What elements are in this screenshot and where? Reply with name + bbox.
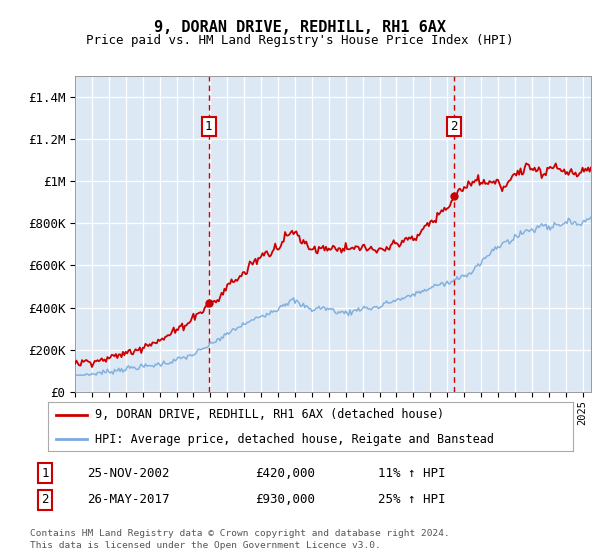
Text: 2: 2 — [450, 120, 458, 133]
Text: 1: 1 — [205, 120, 212, 133]
Text: 25% ↑ HPI: 25% ↑ HPI — [378, 493, 445, 506]
Text: 9, DORAN DRIVE, REDHILL, RH1 6AX (detached house): 9, DORAN DRIVE, REDHILL, RH1 6AX (detach… — [95, 408, 445, 421]
Text: £420,000: £420,000 — [255, 466, 315, 480]
Text: 1: 1 — [41, 466, 49, 480]
Text: 9, DORAN DRIVE, REDHILL, RH1 6AX: 9, DORAN DRIVE, REDHILL, RH1 6AX — [154, 20, 446, 35]
Text: 25-NOV-2002: 25-NOV-2002 — [87, 466, 170, 480]
Text: Contains HM Land Registry data © Crown copyright and database right 2024.: Contains HM Land Registry data © Crown c… — [30, 529, 450, 538]
Text: 11% ↑ HPI: 11% ↑ HPI — [378, 466, 445, 480]
Text: £930,000: £930,000 — [255, 493, 315, 506]
Text: HPI: Average price, detached house, Reigate and Banstead: HPI: Average price, detached house, Reig… — [95, 433, 494, 446]
Text: 2: 2 — [41, 493, 49, 506]
Text: This data is licensed under the Open Government Licence v3.0.: This data is licensed under the Open Gov… — [30, 541, 381, 550]
Text: 26-MAY-2017: 26-MAY-2017 — [87, 493, 170, 506]
Text: Price paid vs. HM Land Registry's House Price Index (HPI): Price paid vs. HM Land Registry's House … — [86, 34, 514, 46]
